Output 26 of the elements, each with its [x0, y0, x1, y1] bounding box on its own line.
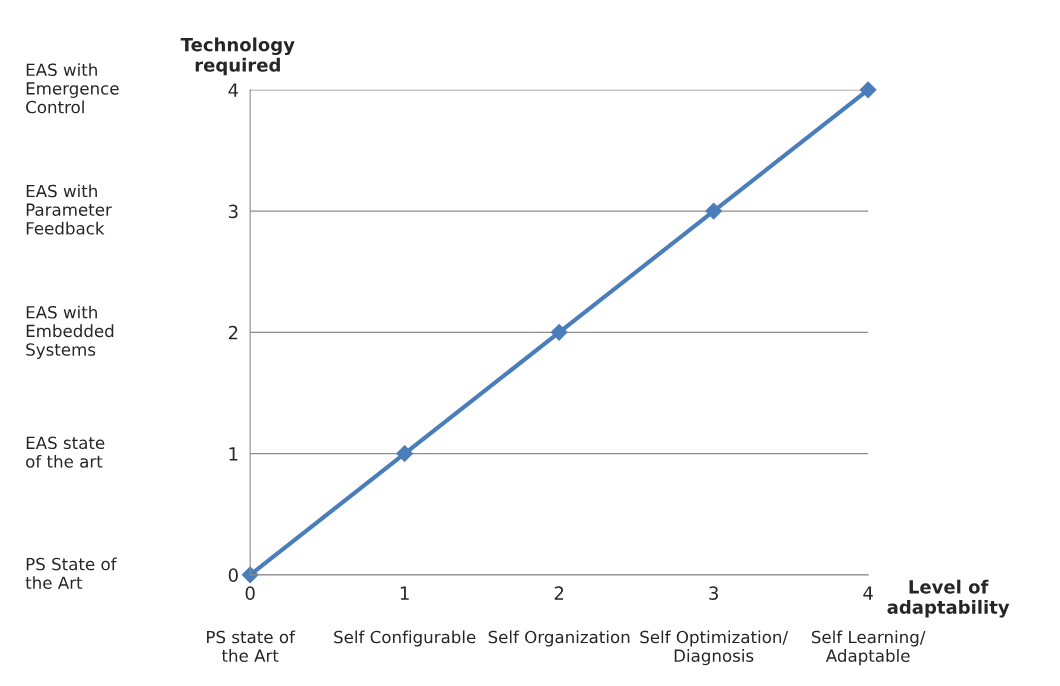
x-tick-label: 0 [245, 586, 255, 600]
y-tick-label: 4 [228, 83, 239, 97]
y-tick-label: 1 [229, 447, 238, 461]
text: PS State of the Art [25, 557, 117, 590]
x-axis-title: Level of adaptability [887, 579, 1010, 618]
text: EAS state of the art [26, 436, 105, 468]
x-tick-label: 4 [863, 586, 873, 600]
text: EAS with Emergence Control [26, 63, 119, 114]
y-tick-label: 2 [228, 325, 238, 340]
text: EAS with Embedded Systems [26, 305, 114, 360]
y-tick-label: 0 [228, 568, 238, 582]
x-tick-label: 1 [400, 586, 409, 600]
x-tick-label: 3 [709, 586, 718, 600]
x-tick-label: 2 [554, 586, 564, 600]
point [396, 445, 414, 462]
text: Self Configurable [334, 630, 476, 647]
text: Self Optimization/ Diagnosis [640, 630, 789, 666]
y-axis-title: Technology required [180, 37, 295, 76]
text: Self Learning/ Adaptable [811, 630, 926, 666]
point [550, 323, 568, 341]
point [705, 202, 723, 220]
text: EAS with Parameter Feedback [26, 184, 112, 235]
point [859, 81, 877, 99]
y-tick-label: 3 [228, 204, 238, 219]
text: Self Organization [488, 630, 630, 647]
text: PS state of the Art [207, 630, 296, 662]
